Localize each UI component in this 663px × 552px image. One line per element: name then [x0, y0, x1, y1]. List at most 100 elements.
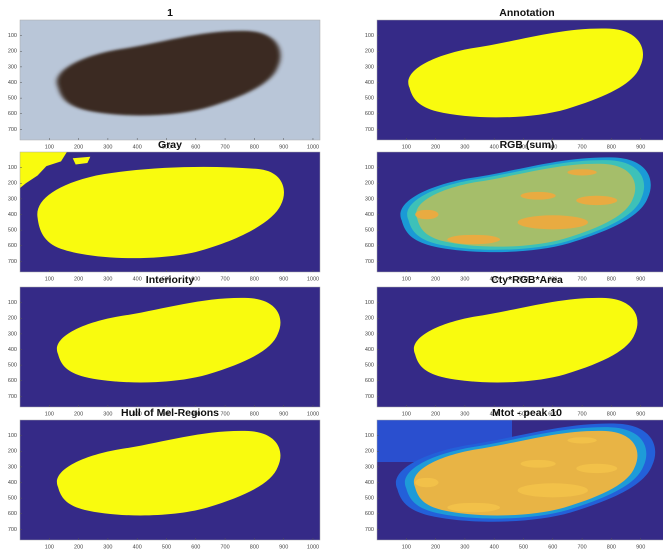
- y-tick-label: 600: [8, 111, 17, 117]
- x-tick-label: 800: [250, 144, 259, 150]
- y-tick-label: 500: [8, 228, 17, 234]
- x-tick-label: 800: [607, 544, 616, 550]
- y-tick-label: 600: [8, 243, 17, 249]
- y-tick-label: 700: [8, 394, 17, 400]
- y-tick-label: 200: [8, 181, 17, 187]
- x-tick-label: 300: [103, 276, 112, 282]
- x-tick-label: 200: [74, 411, 83, 417]
- y-tick-label: 600: [8, 511, 17, 517]
- region: [576, 196, 617, 205]
- title: Cty*RGB*Area: [491, 274, 563, 286]
- y-tick-label: 700: [365, 394, 374, 400]
- panel: [20, 20, 320, 140]
- y-tick-label: 700: [8, 259, 17, 265]
- x-tick-label: 300: [460, 411, 469, 417]
- x-tick-label: 600: [191, 544, 200, 550]
- y-tick-label: 500: [8, 96, 17, 102]
- region: [576, 464, 617, 473]
- x-tick-label: 300: [103, 544, 112, 550]
- y-tick-label: 100: [8, 33, 17, 39]
- x-tick-label: 300: [103, 144, 112, 150]
- title: RGB (sum): [500, 139, 555, 151]
- x-tick-label: 100: [402, 544, 411, 550]
- title: Hull of Mel-Regions: [121, 407, 219, 419]
- y-tick-label: 300: [8, 196, 17, 202]
- x-tick-label: 400: [490, 144, 499, 150]
- y-tick-label: 500: [365, 228, 374, 234]
- x-tick-label: 800: [607, 411, 616, 417]
- x-tick-label: 200: [431, 411, 440, 417]
- x-tick-label: 800: [250, 411, 259, 417]
- x-tick-label: 200: [431, 144, 440, 150]
- x-tick-label: 300: [103, 411, 112, 417]
- y-tick-label: 600: [8, 378, 17, 384]
- y-tick-label: 600: [365, 511, 374, 517]
- y-tick-label: 200: [365, 449, 374, 455]
- x-tick-label: 500: [519, 544, 528, 550]
- y-tick-label: 100: [365, 165, 374, 171]
- y-tick-label: 100: [8, 433, 17, 439]
- y-tick-label: 400: [8, 212, 17, 218]
- x-tick-label: 200: [431, 276, 440, 282]
- y-tick-label: 200: [365, 316, 374, 322]
- x-tick-label: 700: [220, 144, 229, 150]
- y-tick-label: 100: [8, 165, 17, 171]
- region: [415, 210, 438, 219]
- x-tick-label: 600: [548, 544, 557, 550]
- region: [567, 169, 596, 175]
- panel: [377, 287, 663, 407]
- x-tick-label: 700: [220, 411, 229, 417]
- x-tick-label: 300: [460, 544, 469, 550]
- region: [518, 215, 588, 229]
- x-tick-label: 200: [431, 544, 440, 550]
- x-tick-label: 1000: [307, 276, 319, 282]
- panel: [377, 152, 663, 272]
- y-tick-label: 400: [365, 212, 374, 218]
- x-tick-label: 800: [250, 276, 259, 282]
- region: [521, 192, 556, 200]
- y-tick-label: 400: [365, 347, 374, 353]
- y-tick-label: 400: [365, 480, 374, 486]
- title: 1: [167, 7, 173, 19]
- x-tick-label: 600: [191, 144, 200, 150]
- region: [447, 503, 500, 512]
- y-tick-label: 400: [8, 347, 17, 353]
- x-tick-label: 200: [74, 144, 83, 150]
- region: [415, 478, 438, 487]
- x-tick-label: 100: [45, 144, 54, 150]
- x-tick-label: 100: [402, 276, 411, 282]
- figure: 1 100 200 300 400 500 600 700 800 900 1000 100 200 30…: [0, 0, 663, 552]
- y-tick-label: 700: [8, 127, 17, 133]
- x-tick-label: 1000: [307, 544, 319, 550]
- y-tick-label: 300: [365, 464, 374, 470]
- y-tick-label: 500: [365, 363, 374, 369]
- y-tick-label: 400: [8, 480, 17, 486]
- y-tick-label: 200: [8, 449, 17, 455]
- y-tick-label: 700: [365, 259, 374, 265]
- panel: [377, 420, 663, 540]
- x-tick-label: 400: [490, 544, 499, 550]
- x-tick-label: 400: [133, 276, 142, 282]
- panel: [20, 152, 320, 272]
- x-tick-label: 100: [45, 544, 54, 550]
- x-tick-label: 800: [607, 276, 616, 282]
- x-tick-label: 800: [607, 144, 616, 150]
- y-tick-label: 200: [8, 49, 17, 55]
- x-tick-label: 100: [45, 276, 54, 282]
- y-tick-label: 100: [365, 433, 374, 439]
- x-tick-label: 900: [279, 544, 288, 550]
- y-tick-label: 200: [365, 49, 374, 55]
- x-tick-label: 1000: [307, 144, 319, 150]
- x-tick-label: 300: [460, 144, 469, 150]
- title: Gray: [158, 139, 182, 151]
- region: [518, 483, 588, 497]
- title: Annotation: [499, 7, 554, 19]
- x-tick-label: 100: [402, 144, 411, 150]
- region: [567, 437, 596, 443]
- x-tick-label: 500: [162, 544, 171, 550]
- y-tick-label: 300: [365, 331, 374, 337]
- x-tick-label: 900: [636, 144, 645, 150]
- y-tick-label: 500: [8, 496, 17, 502]
- x-tick-label: 700: [577, 411, 586, 417]
- x-tick-label: 200: [74, 544, 83, 550]
